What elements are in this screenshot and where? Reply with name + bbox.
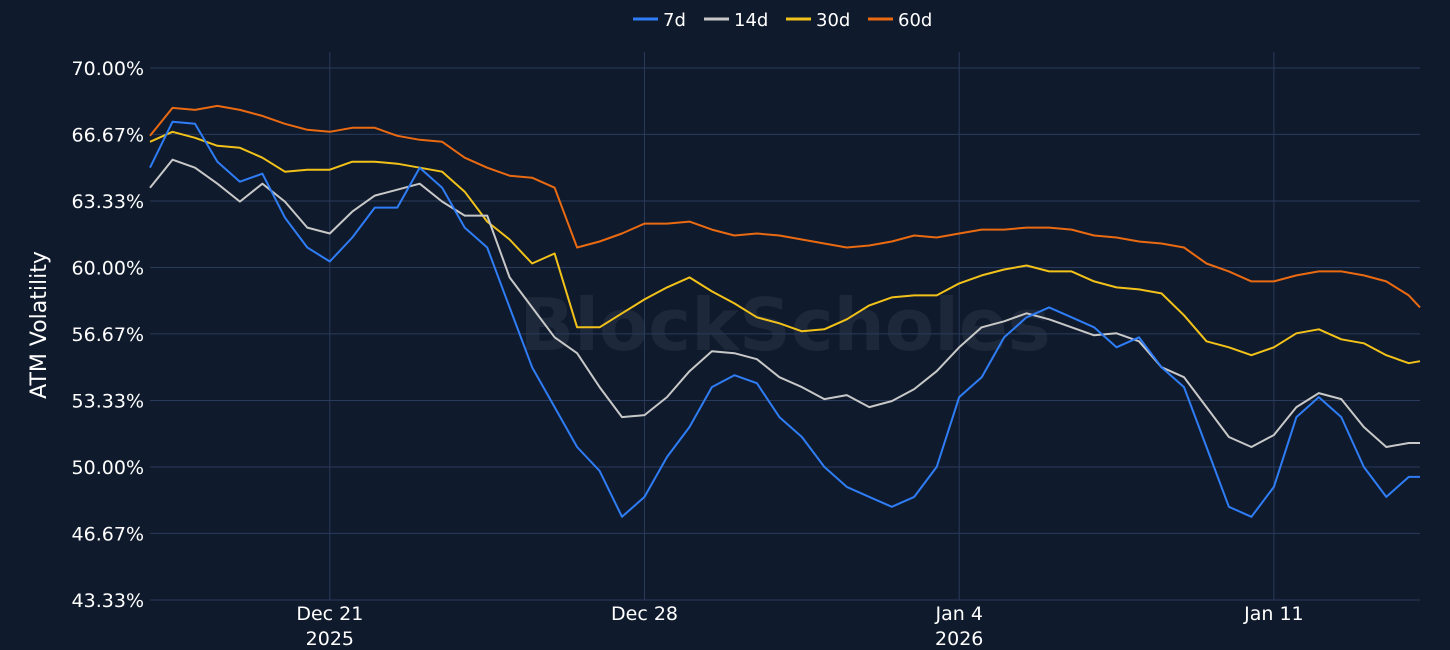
x-axis-ticks: Dec 21 2025 Dec 28 Jan 4 2026 Jan 11 (296, 603, 1303, 650)
series-layer (149, 104, 1421, 518)
y-tick-label: 50.00% (72, 457, 144, 479)
y-axis-label: ATM Volatility (27, 251, 52, 399)
y-tick-label: 66.67% (72, 124, 144, 146)
y-tick-label: 60.00% (72, 257, 144, 279)
legend-label: 14d (734, 10, 768, 31)
x-tick-label: Jan 4 (934, 603, 982, 625)
series-line-30d (149, 130, 1421, 365)
series-line-60d (149, 104, 1421, 309)
legend: 7d 14d 30d 60d (633, 10, 932, 31)
y-tick-label: 53.33% (72, 391, 144, 413)
y-tick-label: 70.00% (72, 58, 144, 80)
legend-label: 7d (663, 10, 686, 31)
y-tick-label: 63.33% (72, 191, 144, 213)
x-tick-year: 2025 (306, 628, 354, 650)
series-line-7d (149, 120, 1420, 518)
x-tick-label: Jan 11 (1243, 603, 1304, 625)
legend-label: 60d (898, 10, 932, 31)
legend-label: 30d (816, 10, 850, 31)
x-tick-label: Dec 28 (611, 603, 678, 625)
y-tick-label: 43.33% (72, 590, 144, 612)
x-tick-year: 2026 (935, 628, 983, 650)
y-tick-label: 56.67% (72, 324, 144, 346)
y-axis-ticks: 43.33% 46.67% 50.00% 53.33% 56.67% 60.00% 63.3… (72, 58, 144, 612)
grid (150, 52, 1420, 601)
y-tick-label: 46.67% (72, 523, 144, 545)
x-tick-label: Dec 21 (296, 603, 363, 625)
series-line-14d (149, 158, 1420, 448)
